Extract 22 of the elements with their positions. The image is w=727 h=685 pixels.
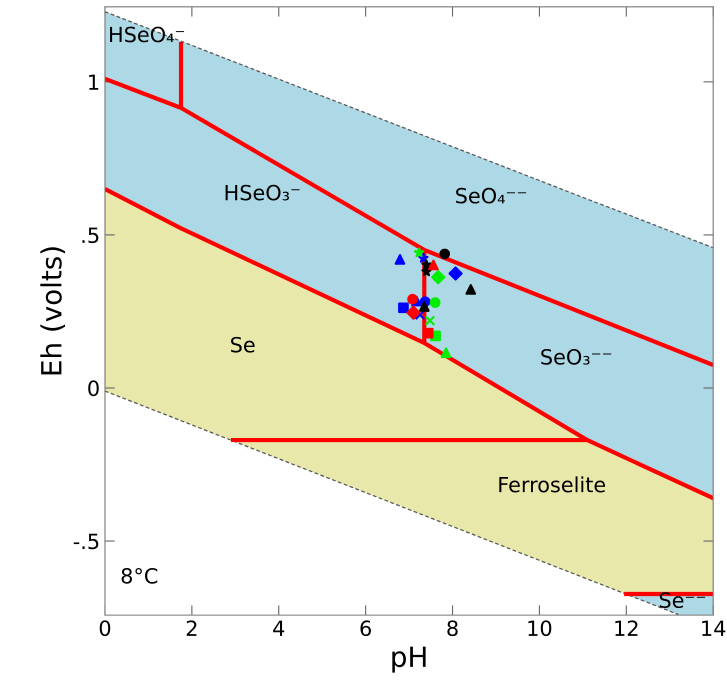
y-axis-title: Eh (volts) bbox=[40, 247, 66, 374]
x-tick-label: 4 bbox=[273, 620, 284, 636]
annotation: Se bbox=[231, 336, 255, 353]
x-tick-label: 14 bbox=[702, 620, 726, 636]
x-tick-label: 0 bbox=[100, 620, 110, 636]
y-tick-label: .5 bbox=[82, 228, 98, 244]
x-tick-label: 12 bbox=[615, 620, 638, 636]
annotation: SeO₄⁻⁻ bbox=[456, 188, 526, 204]
annotation: HSeO₃⁻ bbox=[226, 184, 300, 201]
x-tick-label: 6 bbox=[360, 620, 371, 636]
y-tick-label: 0 bbox=[88, 380, 99, 396]
y-tick-label: 1 bbox=[89, 74, 98, 90]
y-tick-label: -.5 bbox=[74, 534, 98, 550]
x-tick-label: 2 bbox=[186, 620, 196, 636]
annotation: SeO₃⁻⁻ bbox=[541, 348, 612, 365]
annotation: 8°C bbox=[122, 568, 158, 584]
annotation: Se⁻⁻ bbox=[660, 592, 706, 608]
annotation: Ferroselite bbox=[499, 476, 606, 492]
annotation: HSeO₄⁻ bbox=[110, 26, 184, 42]
x-tick-label: 8 bbox=[447, 620, 458, 636]
x-axis-title: pH bbox=[392, 646, 426, 673]
x-tick-label: 10 bbox=[528, 620, 552, 636]
